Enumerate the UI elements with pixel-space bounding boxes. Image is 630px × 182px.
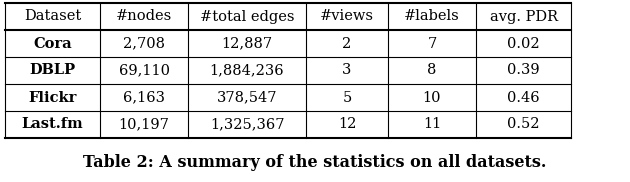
Text: Flickr: Flickr — [28, 90, 77, 104]
Text: 5: 5 — [342, 90, 352, 104]
Text: 8: 8 — [427, 64, 437, 78]
Text: 11: 11 — [423, 118, 441, 132]
Text: 12,887: 12,887 — [221, 37, 273, 50]
Text: 69,110: 69,110 — [118, 64, 169, 78]
Text: 1,325,367: 1,325,367 — [210, 118, 284, 132]
Text: avg. PDR: avg. PDR — [490, 9, 558, 23]
Text: 378,547: 378,547 — [217, 90, 277, 104]
Text: 0.02: 0.02 — [507, 37, 540, 50]
Text: 0.39: 0.39 — [507, 64, 540, 78]
Text: 12: 12 — [338, 118, 356, 132]
Text: 10,197: 10,197 — [118, 118, 169, 132]
Text: Cora: Cora — [33, 37, 72, 50]
Text: 7: 7 — [427, 37, 437, 50]
Text: Table 2: A summary of the statistics on all datasets.: Table 2: A summary of the statistics on … — [83, 154, 547, 171]
Text: #labels: #labels — [404, 9, 460, 23]
Text: Dataset: Dataset — [24, 9, 81, 23]
Text: 2: 2 — [342, 37, 352, 50]
Text: 3: 3 — [342, 64, 352, 78]
Text: 10: 10 — [423, 90, 441, 104]
Text: Last.fm: Last.fm — [21, 118, 83, 132]
Text: 6,163: 6,163 — [123, 90, 165, 104]
Text: 0.46: 0.46 — [507, 90, 540, 104]
Text: #nodes: #nodes — [116, 9, 172, 23]
Text: 1,884,236: 1,884,236 — [210, 64, 284, 78]
Text: #views: #views — [320, 9, 374, 23]
Text: 2,708: 2,708 — [123, 37, 165, 50]
Text: DBLP: DBLP — [30, 64, 76, 78]
Text: 0.52: 0.52 — [507, 118, 540, 132]
Text: #total edges: #total edges — [200, 9, 294, 23]
